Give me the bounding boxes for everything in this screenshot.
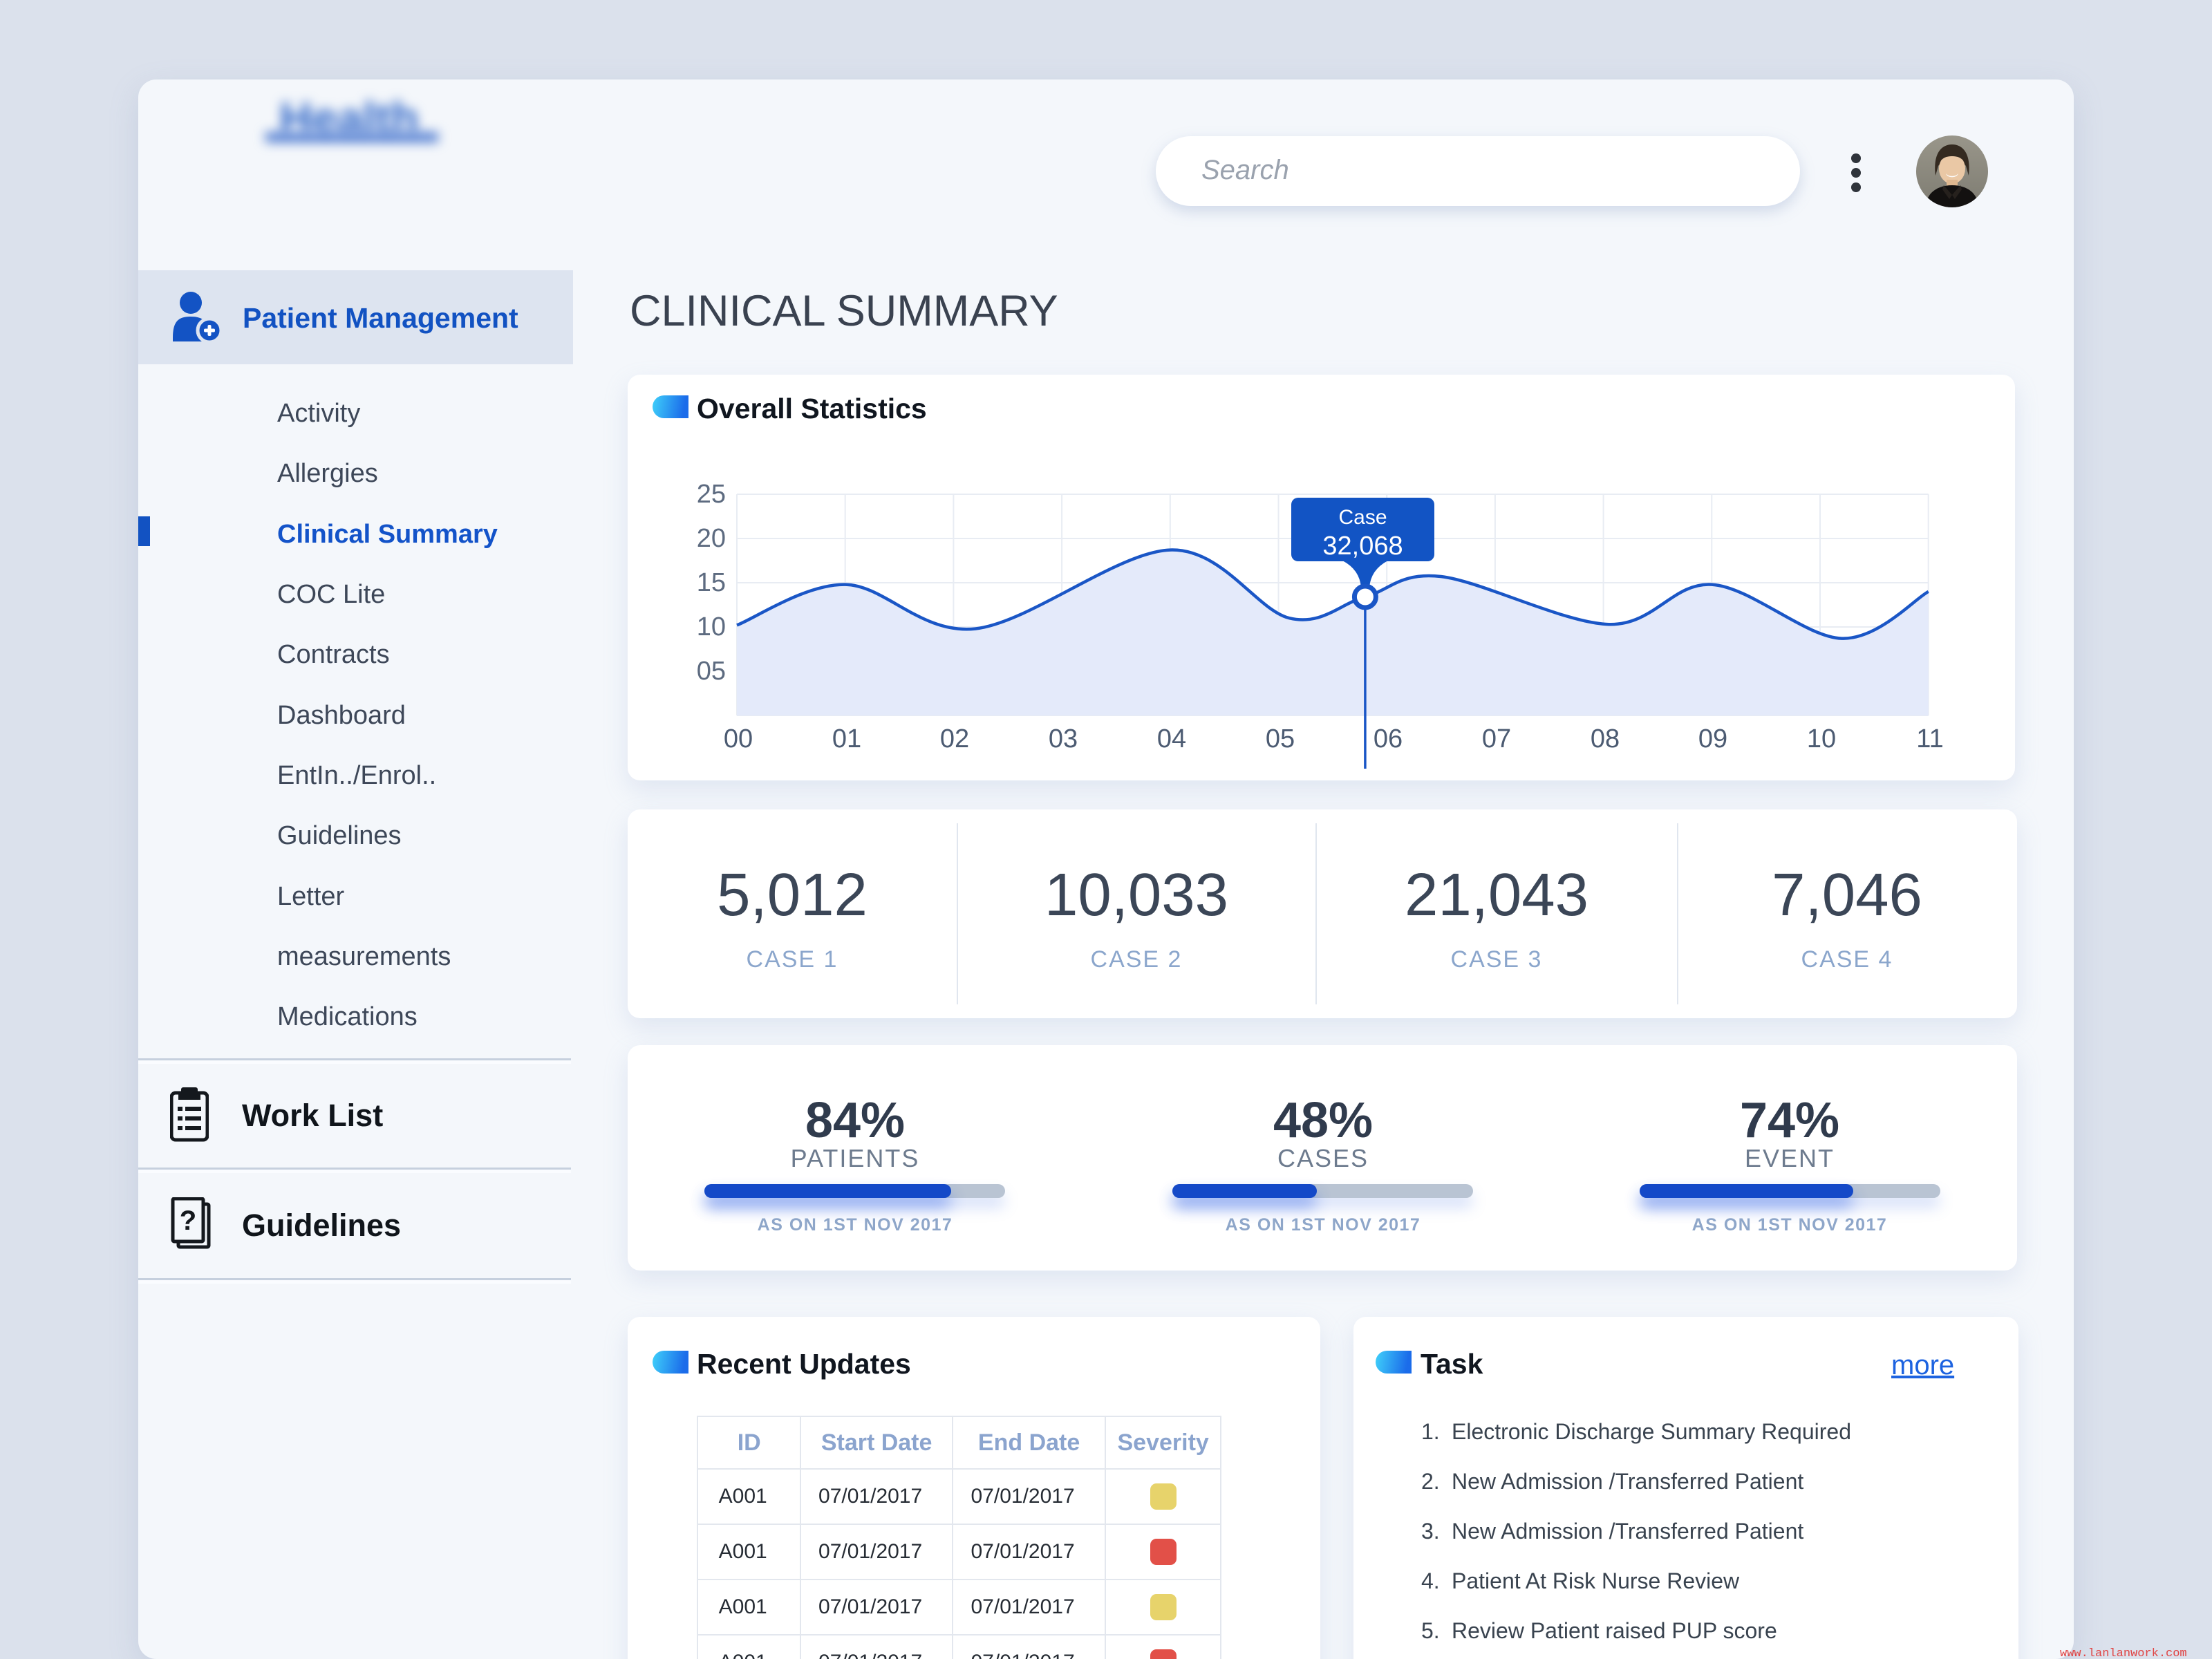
svg-text:?: ?: [180, 1206, 196, 1236]
